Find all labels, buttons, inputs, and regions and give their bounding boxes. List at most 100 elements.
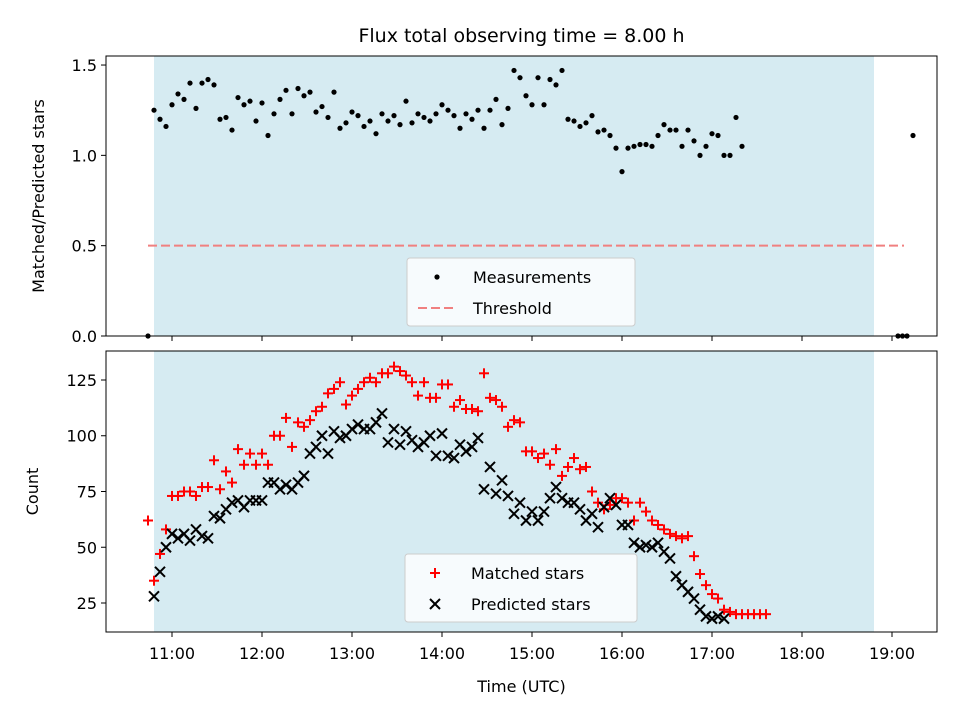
- marker-stroke: [640, 539, 652, 551]
- predicted-star-point: [376, 407, 388, 420]
- measurement-point: [541, 102, 547, 108]
- measurement-point: [577, 123, 583, 130]
- measurement-point: [163, 123, 169, 130]
- predicted-star-point: [424, 430, 436, 442]
- predicted-star-point: [388, 423, 400, 435]
- marker-stroke: [214, 512, 226, 524]
- measurement-point: [697, 152, 703, 158]
- predicted-star-point: [214, 512, 226, 524]
- predicted-star-point: [322, 447, 334, 460]
- matched-star-point: [719, 604, 729, 615]
- measurement-point: [217, 116, 223, 122]
- matched-star-point: [419, 377, 429, 388]
- measurement-point: [517, 75, 523, 81]
- measurement-point: [643, 141, 649, 148]
- measurement-point: [319, 103, 325, 110]
- matched-star-point: [227, 477, 237, 488]
- marker-stroke: [706, 612, 718, 625]
- matched-star-point: [293, 417, 303, 428]
- bottom-panel: 25 50 75 100 125 11:00 12:00 13:00 14:00 15:00 16…: [23, 350, 938, 696]
- marker-stroke: [538, 505, 550, 518]
- marker-stroke: [430, 450, 442, 462]
- legend-box: [406, 257, 636, 327]
- marker-stroke: [628, 537, 640, 549]
- matched-star-point: [221, 466, 231, 477]
- measurement-point: [661, 122, 667, 128]
- marker-stroke: [232, 494, 244, 507]
- measurement-point: [910, 132, 916, 139]
- matched-star-point: [623, 497, 633, 508]
- matched-star-point: [275, 430, 285, 441]
- matched-star-point: [173, 490, 183, 501]
- y-tick-label: 100: [66, 427, 97, 446]
- matched-star-point: [533, 453, 543, 464]
- predicted-star-point: [574, 503, 586, 516]
- measurement-point: [265, 132, 271, 139]
- predicted-star-point: [256, 494, 268, 507]
- measurement-point: [343, 120, 349, 126]
- matched-star-point: [311, 406, 321, 417]
- matched-star-point: [509, 415, 519, 426]
- marker-stroke: [412, 441, 424, 453]
- matched-star-point: [383, 368, 393, 379]
- measurement-point: [451, 113, 457, 119]
- marker-stroke: [658, 546, 670, 558]
- marker-stroke: [256, 494, 268, 507]
- marker-stroke: [196, 530, 208, 542]
- measurement-point: [637, 141, 643, 148]
- matched-star-point: [635, 497, 645, 508]
- matched-star-point: [347, 390, 357, 401]
- predicted-star-point: [586, 508, 598, 520]
- marker-stroke: [172, 532, 184, 545]
- measurement-point: [703, 143, 709, 149]
- marker-stroke: [682, 586, 694, 598]
- predicted-star-point: [532, 514, 544, 527]
- legend-label: Matched stars: [471, 564, 584, 583]
- predicted-star-point: [202, 532, 214, 545]
- marker-stroke: [508, 508, 520, 520]
- measurement-point: [733, 114, 739, 121]
- bottom-y-axis-label: Count: [23, 468, 42, 516]
- measurement-point: [409, 120, 415, 126]
- predicted-star-point: [412, 441, 424, 453]
- measurement-point: [553, 82, 559, 88]
- matched-star-point: [581, 461, 591, 472]
- predicted-star-point: [352, 418, 364, 431]
- matched-star-point: [407, 377, 417, 388]
- matched-star-point: [263, 459, 273, 470]
- matched-star-point: [251, 459, 261, 470]
- predicted-star-point: [184, 534, 196, 547]
- marker-stroke: [718, 612, 730, 625]
- marker-stroke: [502, 490, 514, 502]
- predicted-star-point: [652, 537, 664, 549]
- matched-star-point: [341, 399, 351, 410]
- predicted-star-point: [478, 483, 490, 495]
- predicted-star-point: [502, 490, 514, 502]
- marker-stroke: [634, 541, 646, 553]
- predicted-star-point: [592, 521, 604, 533]
- measurement-point: [457, 125, 463, 131]
- measurement-point: [157, 116, 163, 122]
- matched-star-point: [389, 361, 399, 372]
- matched-star-point: [149, 575, 159, 586]
- x-tick-label: 19:00: [869, 644, 915, 663]
- marker-stroke: [226, 496, 238, 509]
- matched-star-point: [155, 548, 165, 559]
- matched-star-point: [695, 569, 705, 580]
- matched-star-point: [671, 531, 681, 542]
- matched-star-point: [467, 403, 477, 414]
- predicted-star-point: [508, 508, 520, 520]
- measurement-point: [469, 116, 475, 122]
- marker-stroke: [268, 476, 280, 489]
- predicted-star-point: [472, 432, 484, 444]
- matched-star-point: [431, 392, 441, 403]
- matched-star-point: [503, 421, 513, 432]
- matched-star-point: [335, 377, 345, 388]
- measurement-point: [415, 111, 421, 117]
- matched-star-point: [659, 524, 669, 535]
- marker-stroke: [160, 541, 172, 553]
- measurement-point: [433, 111, 439, 117]
- measurement-point: [679, 143, 685, 149]
- measurement-point: [403, 98, 409, 104]
- measurement-point: [313, 109, 319, 115]
